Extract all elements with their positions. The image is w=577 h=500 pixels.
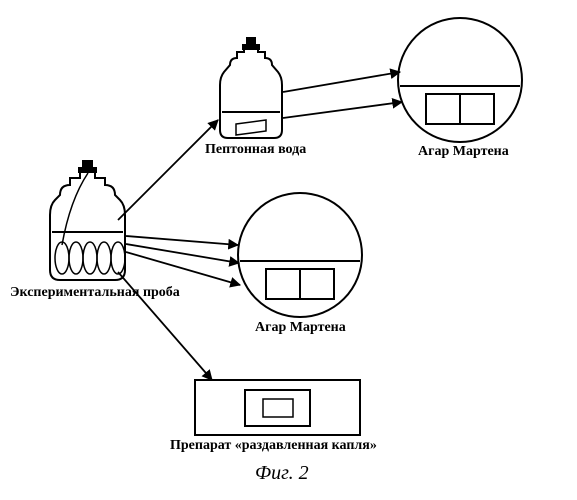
agar-top-dish (398, 18, 522, 142)
agar-mid-dish (238, 193, 362, 317)
peptone-bottle (220, 37, 282, 138)
figure-caption: Фиг. 2 (255, 462, 309, 485)
crushed-drop-slide (195, 380, 360, 435)
crushed-drop-label: Препарат «раздавленная капля» (170, 438, 377, 454)
source-bottle (50, 160, 125, 280)
source-bottle-label: Экспериментальная проба (10, 285, 180, 301)
peptone-bottle-label: Пептонная вода (205, 142, 306, 158)
agar-mid-label: Агар Мартена (255, 320, 346, 336)
agar-top-label: Агар Мартена (418, 144, 509, 160)
